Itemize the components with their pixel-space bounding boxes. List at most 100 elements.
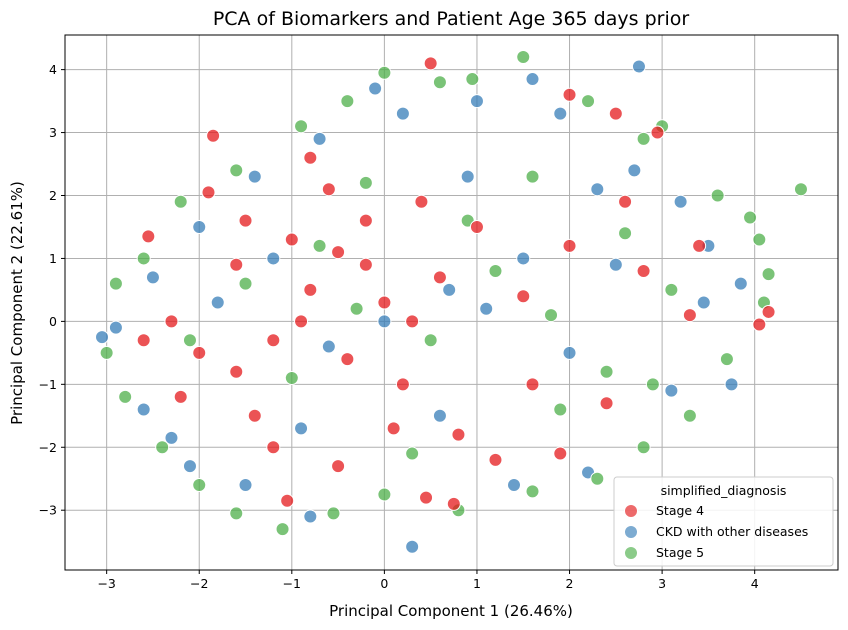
x-tick-label: 4 bbox=[751, 576, 759, 591]
scatter-point bbox=[192, 219, 207, 234]
scatter-point bbox=[405, 539, 420, 554]
scatter-point bbox=[368, 81, 383, 96]
scatter-point bbox=[108, 320, 123, 335]
scatter-point bbox=[432, 75, 447, 90]
scatter-point bbox=[192, 478, 207, 493]
scatter-point bbox=[164, 430, 179, 445]
scatter-point bbox=[516, 251, 531, 266]
scatter-point bbox=[377, 65, 392, 80]
scatter-point bbox=[432, 270, 447, 285]
scatter-point bbox=[469, 219, 484, 234]
scatter-point bbox=[664, 282, 679, 297]
scatter-point bbox=[608, 106, 623, 121]
scatter-point bbox=[488, 452, 503, 467]
scatter-point bbox=[238, 478, 253, 493]
scatter-point bbox=[331, 245, 346, 260]
scatter-point bbox=[247, 408, 262, 423]
scatter-point bbox=[331, 459, 346, 474]
scatter-point bbox=[761, 304, 776, 319]
y-tick-label: 3 bbox=[49, 125, 57, 140]
scatter-point bbox=[414, 194, 429, 209]
scatter-point bbox=[599, 396, 614, 411]
scatter-point bbox=[608, 257, 623, 272]
scatter-point bbox=[238, 213, 253, 228]
scatter-point bbox=[358, 257, 373, 272]
scatter-point bbox=[182, 459, 197, 474]
scatter-point bbox=[395, 106, 410, 121]
axis-ticks: −3 −2 −1 0 1 2 3 4 −3 −2 −1 0 1 2 3 4 bbox=[39, 62, 759, 591]
scatter-point bbox=[627, 163, 642, 178]
data-points bbox=[95, 50, 808, 554]
scatter-point bbox=[312, 131, 327, 146]
scatter-point bbox=[136, 251, 151, 266]
scatter-point bbox=[516, 50, 531, 65]
x-tick-label: 1 bbox=[473, 576, 481, 591]
scatter-point bbox=[599, 364, 614, 379]
scatter-point bbox=[636, 264, 651, 279]
scatter-point bbox=[229, 257, 244, 272]
scatter-point bbox=[294, 421, 309, 436]
scatter-point bbox=[303, 150, 318, 165]
scatter-point bbox=[724, 377, 739, 392]
scatter-point bbox=[182, 333, 197, 348]
scatter-point bbox=[303, 509, 318, 524]
scatter-point bbox=[275, 522, 290, 537]
scatter-point bbox=[358, 175, 373, 190]
x-tick-label: 0 bbox=[380, 576, 388, 591]
scatter-point bbox=[553, 402, 568, 417]
scatter-point bbox=[465, 72, 480, 87]
scatter-point bbox=[793, 182, 808, 197]
scatter-point bbox=[108, 276, 123, 291]
scatter-point bbox=[553, 106, 568, 121]
scatter-point bbox=[488, 264, 503, 279]
scatter-point bbox=[525, 484, 540, 499]
scatter-point bbox=[544, 308, 559, 323]
scatter-point bbox=[326, 506, 341, 521]
scatter-point bbox=[99, 345, 114, 360]
scatter-point bbox=[155, 440, 170, 455]
scatter-point bbox=[442, 282, 457, 297]
scatter-point bbox=[752, 232, 767, 247]
scatter-point bbox=[340, 94, 355, 109]
y-tick-label: 0 bbox=[49, 314, 57, 329]
scatter-point bbox=[141, 229, 156, 244]
scatter-point bbox=[525, 377, 540, 392]
scatter-point bbox=[423, 56, 438, 71]
scatter-point bbox=[645, 377, 660, 392]
scatter-point bbox=[451, 427, 466, 442]
scatter-point bbox=[229, 364, 244, 379]
scatter-point bbox=[377, 487, 392, 502]
x-tick-label: 3 bbox=[658, 576, 666, 591]
scatter-point bbox=[469, 94, 484, 109]
scatter-point bbox=[377, 295, 392, 310]
scatter-point bbox=[349, 301, 364, 316]
scatter-point bbox=[733, 276, 748, 291]
legend-title: simplified_diagnosis bbox=[661, 483, 787, 498]
scatter-point bbox=[664, 383, 679, 398]
scatter-point bbox=[696, 295, 711, 310]
scatter-point bbox=[562, 345, 577, 360]
scatter-point bbox=[358, 213, 373, 228]
scatter-point bbox=[192, 345, 207, 360]
x-tick-label: −3 bbox=[97, 576, 115, 591]
scatter-point bbox=[590, 182, 605, 197]
legend: simplified_diagnosis Stage 4 CKD with othe… bbox=[613, 476, 834, 567]
scatter-point bbox=[618, 226, 633, 241]
grid bbox=[65, 35, 838, 570]
scatter-point bbox=[118, 389, 133, 404]
scatter-point bbox=[631, 59, 646, 74]
scatter-point bbox=[201, 185, 216, 200]
scatter-point bbox=[321, 339, 336, 354]
scatter-point bbox=[682, 308, 697, 323]
y-tick-label: 4 bbox=[49, 62, 57, 77]
scatter-point bbox=[710, 188, 725, 203]
scatter-point bbox=[719, 352, 734, 367]
scatter-point bbox=[145, 270, 160, 285]
legend-marker bbox=[624, 546, 638, 560]
scatter-point bbox=[173, 194, 188, 209]
scatter-point bbox=[752, 317, 767, 332]
scatter-point bbox=[340, 352, 355, 367]
scatter-point bbox=[460, 169, 475, 184]
scatter-point bbox=[581, 94, 596, 109]
scatter-point bbox=[294, 314, 309, 329]
